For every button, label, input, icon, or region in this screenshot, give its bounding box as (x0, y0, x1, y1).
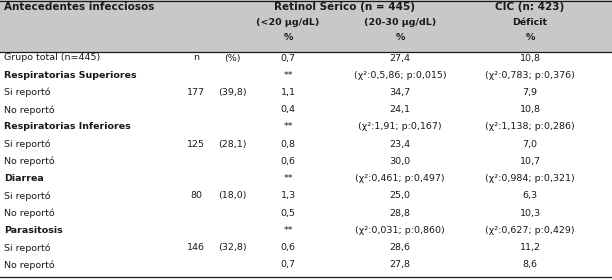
Text: (20-30 μg/dL): (20-30 μg/dL) (364, 18, 436, 27)
Text: %: % (395, 33, 405, 42)
Text: 0,4: 0,4 (280, 105, 296, 114)
Text: (28,1): (28,1) (218, 140, 246, 149)
Text: Si reportó: Si reportó (4, 140, 51, 149)
Text: 0,7: 0,7 (280, 53, 296, 62)
Text: 80: 80 (190, 191, 202, 200)
Text: **: ** (283, 71, 293, 80)
Text: **: ** (283, 122, 293, 131)
Text: 23,4: 23,4 (389, 140, 411, 149)
Text: No reportó: No reportó (4, 105, 54, 115)
Text: CIC (n: 423): CIC (n: 423) (495, 2, 565, 12)
Text: 28,8: 28,8 (389, 209, 411, 218)
Text: (<20 μg/dL): (<20 μg/dL) (256, 18, 319, 27)
Text: Parasitosis: Parasitosis (4, 226, 63, 235)
Text: 34,7: 34,7 (389, 88, 411, 97)
Text: 0,6: 0,6 (280, 243, 296, 252)
Text: Déficit: Déficit (512, 18, 548, 27)
Text: 146: 146 (187, 243, 205, 252)
Text: 7,9: 7,9 (523, 88, 537, 97)
Text: 10,3: 10,3 (520, 209, 540, 218)
Text: 125: 125 (187, 140, 205, 149)
Text: 11,2: 11,2 (520, 243, 540, 252)
Text: 27,8: 27,8 (389, 260, 411, 269)
Text: **: ** (283, 226, 293, 235)
Text: (χ²:0,5,86; p:0,015): (χ²:0,5,86; p:0,015) (354, 71, 446, 80)
Text: (χ²:0,783; p:0,376): (χ²:0,783; p:0,376) (485, 71, 575, 80)
Text: 7,0: 7,0 (523, 140, 537, 149)
Text: 24,1: 24,1 (389, 105, 411, 114)
Text: Diarrea: Diarrea (4, 174, 43, 183)
Text: Respiratorias Superiores: Respiratorias Superiores (4, 71, 136, 80)
Text: 0,8: 0,8 (280, 140, 296, 149)
Text: Antecedentes infecciosos: Antecedentes infecciosos (4, 2, 154, 12)
Text: (%): (%) (224, 53, 241, 62)
Bar (0, 0, 612, 52)
Text: (39,8): (39,8) (218, 88, 246, 97)
Text: Retinol Sérico (n = 445): Retinol Sérico (n = 445) (274, 2, 414, 13)
Text: No reportó: No reportó (4, 157, 54, 166)
Text: (χ²:0,627; p:0,429): (χ²:0,627; p:0,429) (485, 226, 575, 235)
Text: Respiratorias Inferiores: Respiratorias Inferiores (4, 122, 131, 131)
Text: (χ²:0,031; p:0,860): (χ²:0,031; p:0,860) (355, 226, 445, 235)
Text: 1,1: 1,1 (280, 88, 296, 97)
Text: 28,6: 28,6 (389, 243, 411, 252)
Text: 10,7: 10,7 (520, 157, 540, 166)
Text: %: % (283, 33, 293, 42)
Text: 10,8: 10,8 (520, 53, 540, 62)
Text: Si reportó: Si reportó (4, 191, 51, 201)
Text: n: n (193, 53, 199, 62)
Text: Si reportó: Si reportó (4, 243, 51, 253)
Text: (χ²:1,138; p:0,286): (χ²:1,138; p:0,286) (485, 122, 575, 131)
Text: 8,6: 8,6 (523, 260, 537, 269)
Text: 10,8: 10,8 (520, 105, 540, 114)
Text: (χ²:1,91; p:0,167): (χ²:1,91; p:0,167) (358, 122, 442, 131)
Text: (18,0): (18,0) (218, 191, 246, 200)
Text: **: ** (283, 174, 293, 183)
Text: 1,3: 1,3 (280, 191, 296, 200)
Text: 0,5: 0,5 (280, 209, 296, 218)
Text: Grupo total (n=445): Grupo total (n=445) (4, 53, 100, 62)
Text: Si reportó: Si reportó (4, 88, 51, 97)
Text: %: % (525, 33, 535, 42)
Text: (32,8): (32,8) (218, 243, 246, 252)
Text: 0,6: 0,6 (280, 157, 296, 166)
Text: 27,4: 27,4 (389, 53, 411, 62)
Text: No reportó: No reportó (4, 209, 54, 218)
Text: (χ²:0,461; p:0,497): (χ²:0,461; p:0,497) (355, 174, 445, 183)
Text: 30,0: 30,0 (389, 157, 411, 166)
Text: 177: 177 (187, 88, 205, 97)
Text: 6,3: 6,3 (523, 191, 537, 200)
Text: 0,7: 0,7 (280, 260, 296, 269)
Text: 25,0: 25,0 (389, 191, 411, 200)
Text: (χ²:0,984; p:0,321): (χ²:0,984; p:0,321) (485, 174, 575, 183)
Text: No reportó: No reportó (4, 260, 54, 270)
